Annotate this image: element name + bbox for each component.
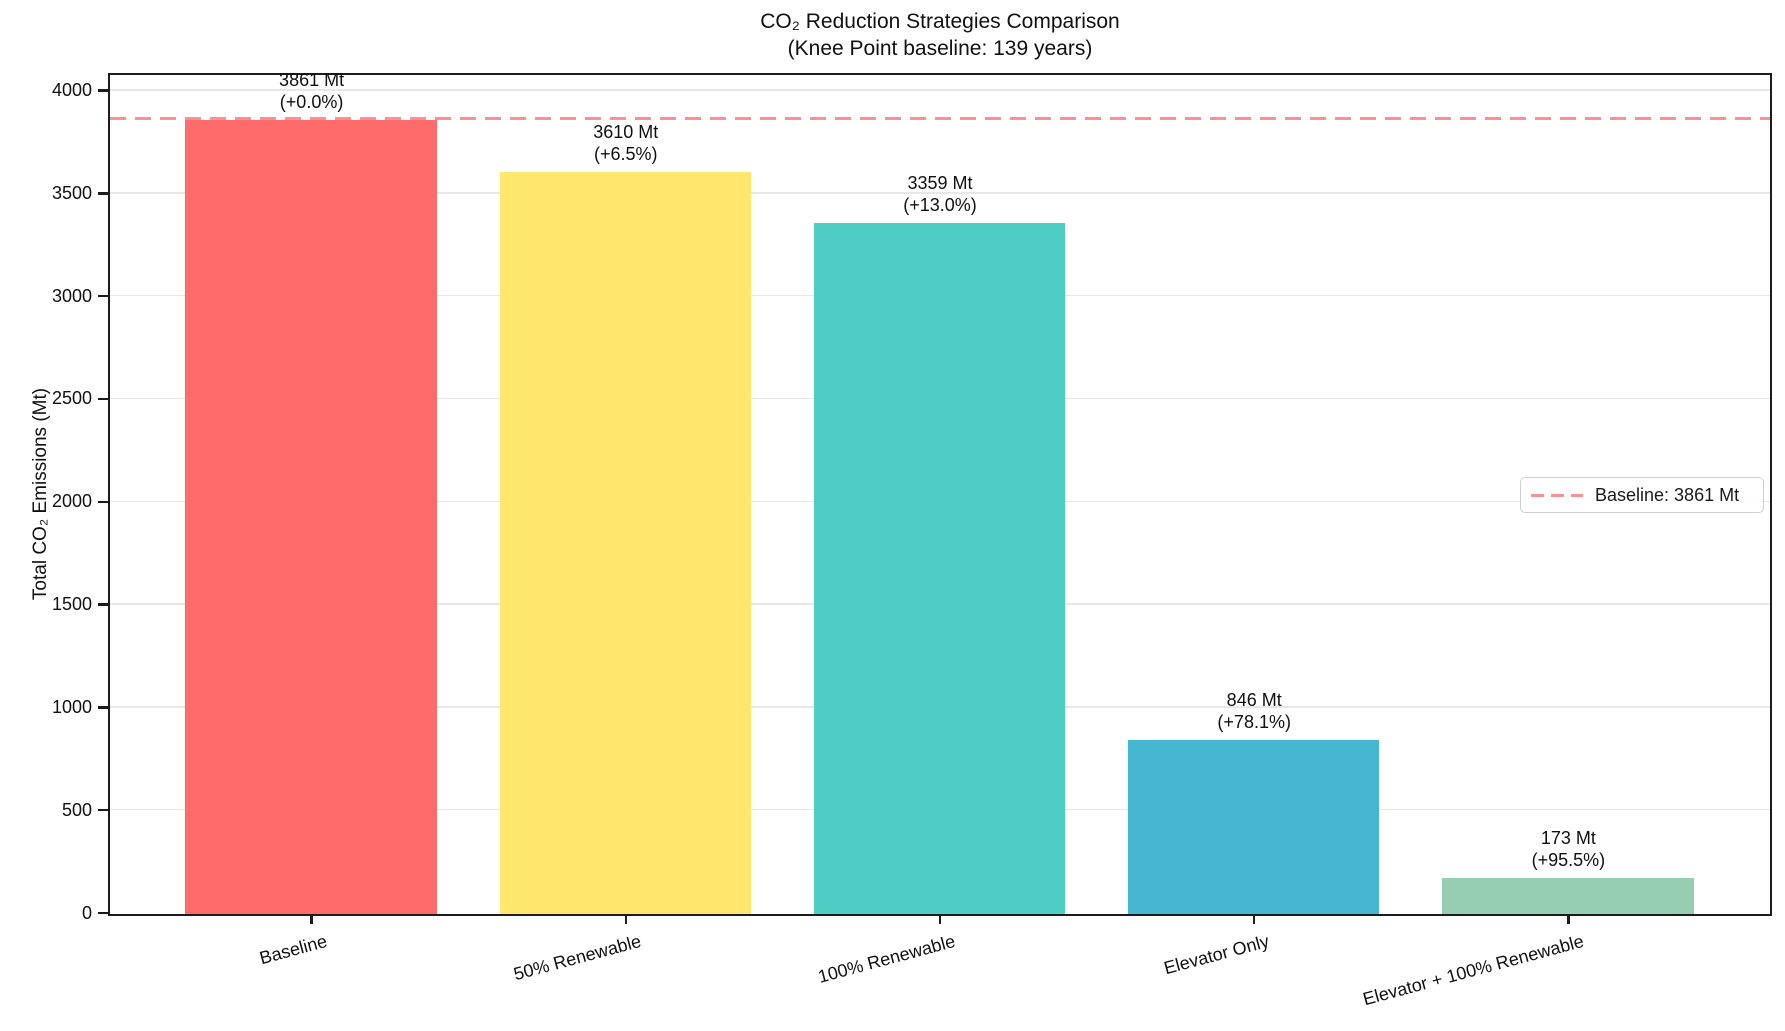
bar-value-text: 846 Mt (1226, 690, 1282, 711)
plot-area (108, 73, 1772, 916)
x-tick-label-50-renewable: 50% Renewable (511, 931, 643, 985)
bar-elevator-only (1128, 740, 1380, 914)
legend-dashed-line-icon (1531, 493, 1583, 497)
y-tick-mark-2500 (98, 397, 108, 401)
bar-value-text: 3861 Mt (279, 70, 345, 91)
y-tick-mark-1000 (98, 706, 108, 709)
chart-title-line2: (Knee Point baseline: 139 years) (787, 37, 1093, 60)
y-tick-mark-4000 (98, 89, 108, 92)
x-tick-label-elevator-100-renewable: Elevator + 100% Renewable (1360, 931, 1586, 1010)
bar-baseline (185, 120, 437, 914)
baseline-reference-line (110, 117, 1770, 121)
bar-value-label-50-renewable: 3610 Mt (+6.5%) (593, 121, 658, 165)
y-tick-label-1000: 1000 (51, 696, 92, 717)
x-tick-mark-elevator-only (1252, 914, 1256, 924)
y-tick-mark-3500 (98, 192, 108, 195)
plot-inner (110, 75, 1770, 914)
bar-value-label-elevator-only: 846 Mt (+78.1%) (1217, 689, 1291, 733)
bar-50-renewable (499, 171, 751, 914)
bar-pct-text: (+78.1%) (1217, 712, 1291, 733)
bar-value-text: 3610 Mt (593, 121, 659, 142)
x-tick-mark-baseline (310, 914, 313, 924)
chart-title-line1: CO₂ Reduction Strategies Comparison (760, 10, 1120, 33)
gridline-3500 (110, 192, 1770, 194)
bar-pct-text: (+95.5%) (1531, 850, 1606, 871)
bar-value-text: 173 Mt (1540, 828, 1596, 849)
y-tick-label-0: 0 (81, 902, 92, 923)
y-tick-label-3500: 3500 (51, 182, 92, 203)
bar-pct-text: (+13.0%) (903, 195, 977, 216)
bar-value-label-baseline: 3861 Mt (+0.0%) (279, 69, 344, 113)
bar-elevator-100-renewable (1442, 878, 1694, 914)
x-tick-label-elevator-only: Elevator Only (1161, 931, 1272, 979)
y-tick-label-4000: 4000 (51, 80, 92, 100)
x-tick-mark-50-renewable (624, 914, 628, 924)
bar-pct-text: (+6.5%) (594, 143, 658, 164)
y-tick-label-500: 500 (61, 799, 92, 820)
y-tick-label-2000: 2000 (51, 491, 92, 512)
legend: Baseline: 3861 Mt (1520, 477, 1764, 513)
y-tick-label-3000: 3000 (51, 285, 92, 306)
x-tick-label-100-renewable: 100% Renewable (815, 931, 958, 987)
x-tick-mark-100-renewable (938, 914, 942, 924)
gridline-4000 (110, 89, 1770, 91)
y-tick-label-1500: 1500 (51, 594, 92, 615)
y-tick-mark-2000 (98, 500, 108, 503)
y-tick-mark-500 (98, 808, 108, 812)
bar-value-text: 3359 Mt (907, 173, 973, 194)
legend-label: Baseline: 3861 Mt (1595, 484, 1740, 505)
y-tick-mark-1500 (98, 603, 108, 606)
x-tick-mark-elevator-100-renewable (1567, 914, 1570, 924)
y-tick-label-2500: 2500 (51, 388, 92, 409)
bar-pct-text: (+0.0%) (279, 92, 344, 113)
chart-title: CO₂ Reduction Strategies Comparison (Kne… (110, 8, 1770, 62)
bar-value-label-elevator-100-renewable: 173 Mt (+95.5%) (1532, 827, 1606, 871)
y-tick-mark-0 (98, 911, 108, 915)
bar-value-label-100-renewable: 3359 Mt (+13.0%) (903, 172, 977, 216)
x-tick-label-baseline: Baseline (256, 931, 329, 969)
bar-100-renewable (813, 223, 1066, 914)
y-tick-mark-3000 (98, 294, 108, 298)
